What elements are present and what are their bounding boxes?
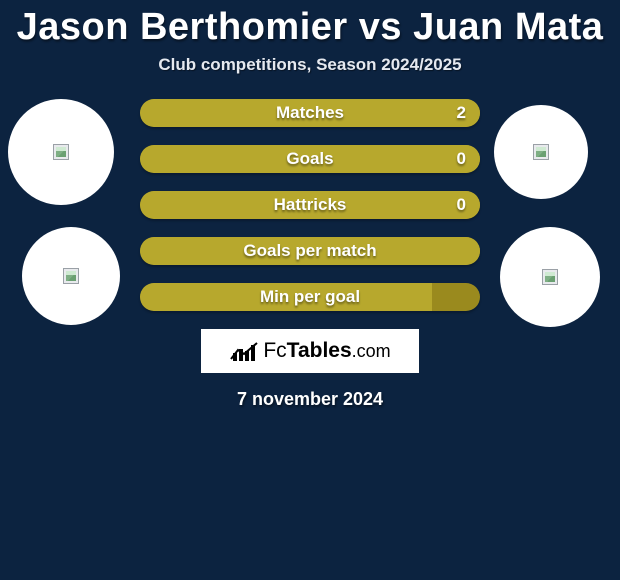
brand-fc: Fc: [263, 339, 286, 363]
image-placeholder-icon: [542, 269, 558, 285]
image-placeholder-icon: [53, 144, 69, 160]
date: 7 november 2024: [0, 389, 620, 410]
team2-logo: [500, 227, 600, 327]
stat-label: Goals per match: [140, 237, 480, 265]
stat-value: 0: [457, 191, 466, 219]
player2-photo: [494, 105, 588, 199]
stat-bar: Goals per match: [140, 237, 480, 265]
stat-value: 0: [457, 145, 466, 173]
subtitle: Club competitions, Season 2024/2025: [0, 55, 620, 75]
image-placeholder-icon: [63, 268, 79, 284]
image-placeholder-icon: [533, 144, 549, 160]
content-area: Matches2Goals0Hattricks0Goals per matchM…: [0, 99, 620, 410]
brand-dom: .com: [352, 341, 391, 362]
stat-label: Hattricks: [140, 191, 480, 219]
comparison-card: Jason Berthomier vs Juan Mata Club compe…: [0, 0, 620, 580]
brand-box: FcTables.com: [201, 329, 419, 373]
stat-label: Matches: [140, 99, 480, 127]
stat-label: Min per goal: [140, 283, 480, 311]
team1-logo: [22, 227, 120, 325]
stat-value: 2: [457, 99, 466, 127]
stat-bars: Matches2Goals0Hattricks0Goals per matchM…: [140, 99, 480, 311]
stat-bar: Hattricks0: [140, 191, 480, 219]
brand-text: FcTables.com: [263, 339, 390, 363]
player1-photo: [8, 99, 114, 205]
chart-icon: [229, 339, 259, 363]
brand-main: Tables: [287, 339, 352, 363]
stat-bar: Min per goal: [140, 283, 480, 311]
page-title: Jason Berthomier vs Juan Mata: [0, 0, 620, 49]
stat-label: Goals: [140, 145, 480, 173]
stat-bar: Goals0: [140, 145, 480, 173]
stat-bar: Matches2: [140, 99, 480, 127]
